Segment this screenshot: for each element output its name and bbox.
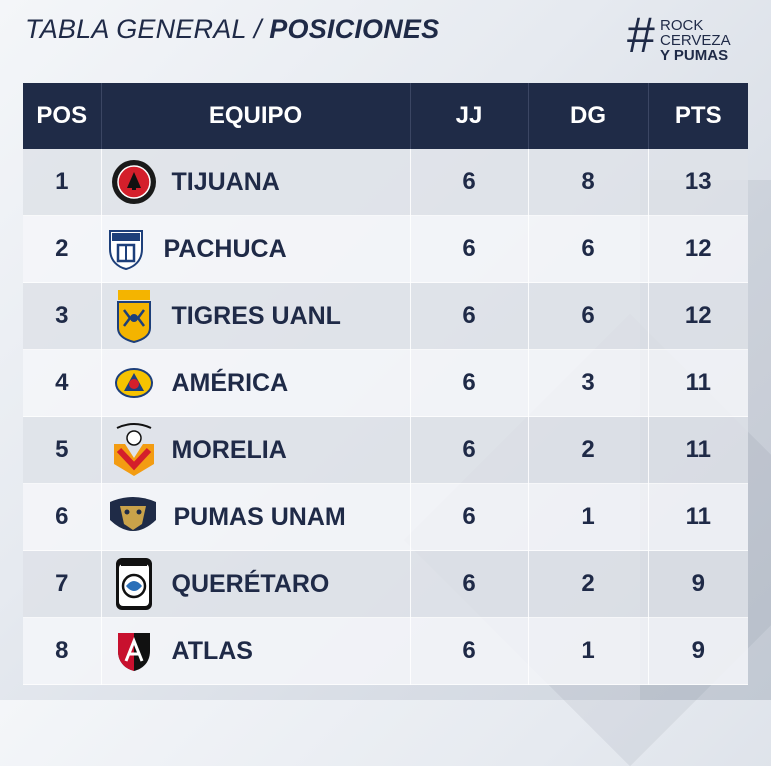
jj-cell: 6 (410, 550, 529, 618)
table-header-row: POS EQUIPO JJ DG PTS (23, 83, 748, 149)
team-cell: PUMAS UNAM (101, 483, 411, 551)
jj-cell: 6 (410, 349, 529, 417)
jj-cell: 6 (410, 617, 529, 685)
team-name: TIJUANA (171, 167, 280, 196)
pts-cell: 13 (648, 149, 748, 216)
dg-cell: 3 (528, 349, 649, 417)
jj-cell: 6 (410, 416, 529, 484)
pos-cell: 8 (23, 617, 102, 685)
dg-cell: 1 (528, 617, 649, 685)
morelia-crest-icon (110, 423, 158, 476)
team-cell: PACHUCA (101, 215, 411, 283)
brand-logo: # ROCK CERVEZA Y PUMAS (627, 10, 747, 66)
pos-cell: 4 (23, 349, 102, 417)
team-name: PACHUCA (163, 234, 287, 263)
brand-hash: # (627, 7, 655, 63)
dg-cell: 2 (528, 416, 649, 484)
pos-cell: 3 (23, 282, 102, 350)
tigres-crest-icon (110, 290, 158, 344)
pts-cell: 12 (648, 282, 748, 350)
dg-cell: 6 (528, 282, 649, 350)
pos-cell: 7 (23, 550, 102, 618)
dg-cell: 1 (528, 483, 649, 551)
tijuana-crest-icon (110, 158, 158, 206)
table-row: 1 TIJUANA 6 8 13 (23, 149, 748, 216)
team-name: TIGRES UANL (171, 301, 341, 330)
standings-table: POS EQUIPO JJ DG PTS 1 TIJUANA 6 8 13 2 (23, 83, 748, 685)
brand-line-2: CERVEZA (660, 32, 731, 49)
team-cell: MORELIA (101, 416, 411, 484)
pos-cell: 2 (23, 215, 102, 283)
team-name: QUERÉTARO (171, 569, 330, 598)
pts-cell: 12 (648, 215, 748, 283)
jj-cell: 6 (410, 149, 529, 216)
jj-cell: 6 (410, 483, 529, 551)
dg-cell: 6 (528, 215, 649, 283)
dg-cell: 8 (528, 149, 649, 216)
atlas-crest-icon (110, 627, 158, 675)
column-header-pos: POS (23, 83, 102, 149)
column-header-jj: JJ (410, 83, 529, 149)
column-header-equipo: EQUIPO (101, 83, 411, 149)
table-row: 2 PACHUCA 6 6 12 (23, 215, 748, 283)
pts-cell: 11 (648, 483, 748, 551)
table-row: 8 ATLAS 6 1 9 (23, 617, 748, 685)
team-cell: AMÉRICA (101, 349, 411, 417)
pachuca-crest-icon (102, 225, 150, 273)
america-crest-icon (110, 359, 158, 407)
page-title: TABLA GENERAL / POSICIONES (25, 14, 439, 45)
column-header-dg: DG (528, 83, 649, 149)
title-light: TABLA GENERAL / (25, 14, 270, 44)
brand-line-3: Y PUMAS (660, 47, 729, 64)
jj-cell: 6 (410, 215, 529, 283)
table-row: 3 TIGRES UANL 6 6 12 (23, 282, 748, 350)
team-name: ATLAS (171, 636, 253, 665)
team-cell: ATLAS (101, 617, 411, 685)
team-cell: QUERÉTARO (101, 550, 411, 618)
team-cell: TIGRES UANL (101, 282, 411, 350)
team-name: MORELIA (171, 435, 287, 464)
jj-cell: 6 (410, 282, 529, 350)
column-header-pts: PTS (648, 83, 748, 149)
pos-cell: 6 (23, 483, 102, 551)
table-row: 4 AMÉRICA 6 3 11 (23, 349, 748, 417)
team-name: AMÉRICA (171, 368, 289, 397)
pumas-crest-icon (106, 493, 160, 541)
table-row: 5 MORELIA 6 2 11 (23, 416, 748, 484)
team-name: PUMAS UNAM (173, 502, 346, 531)
pos-cell: 1 (23, 149, 102, 216)
brand-line-1: ROCK (660, 17, 704, 34)
queretaro-crest-icon (110, 558, 158, 610)
table-row: 7 QUERÉTARO 6 2 9 (23, 550, 748, 618)
pts-cell: 11 (648, 349, 748, 417)
team-cell: TIJUANA (101, 149, 411, 216)
title-bold: POSICIONES (269, 14, 440, 44)
table-row: 6 PUMAS UNAM 6 1 11 (23, 483, 748, 551)
dg-cell: 2 (528, 550, 649, 618)
pos-cell: 5 (23, 416, 102, 484)
pts-cell: 11 (648, 416, 748, 484)
pts-cell: 9 (648, 617, 748, 685)
pts-cell: 9 (648, 550, 748, 618)
